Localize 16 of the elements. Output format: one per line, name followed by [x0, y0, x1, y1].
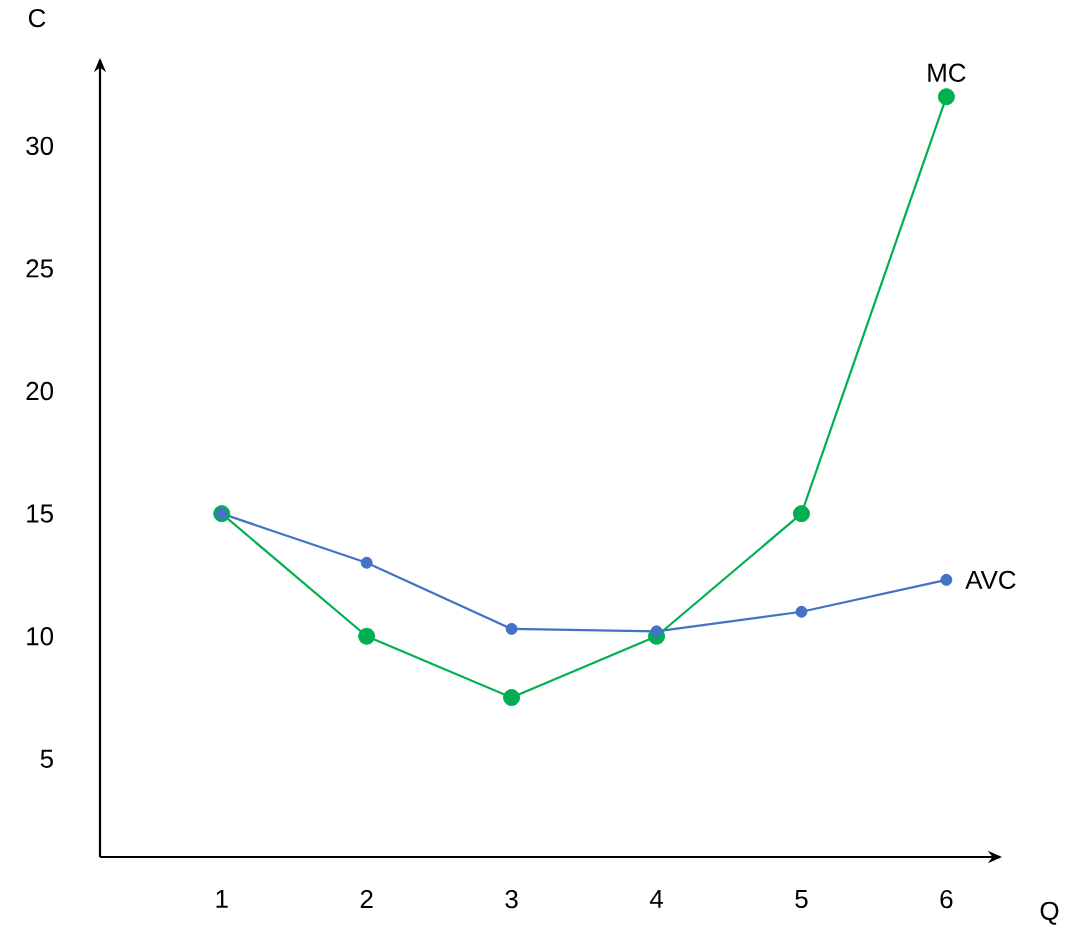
x-tick-label: 4 — [649, 889, 663, 908]
series-label: MC — [928, 63, 966, 82]
y-tick-label: 10 — [27, 627, 54, 646]
y-tick-label: 20 — [26, 381, 54, 401]
x-tick-label: 5 — [795, 889, 808, 909]
x-tick-label: 6 — [940, 889, 953, 909]
y-tick-label: 30 — [26, 136, 54, 155]
y-tick-label: 5 — [40, 749, 53, 768]
series-label: AVC — [965, 570, 1016, 590]
x-tick-label: 2 — [360, 889, 373, 909]
y-axis-title: C — [28, 8, 46, 28]
x-axis-title: Q — [1040, 901, 1059, 925]
x-tick-label: 3 — [505, 889, 518, 909]
y-tick-label: 15 — [27, 504, 53, 523]
y-tick-label: 25 — [26, 259, 53, 278]
x-tick-label: 1 — [216, 889, 228, 908]
